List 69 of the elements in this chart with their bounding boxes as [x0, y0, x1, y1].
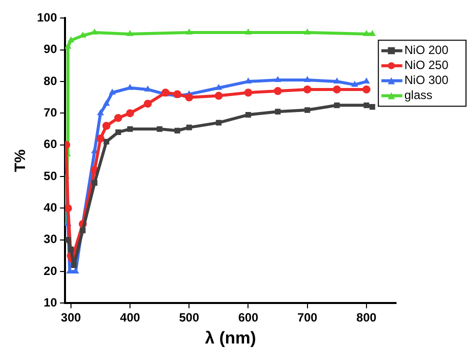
- point: [68, 246, 74, 252]
- point: [127, 126, 133, 132]
- point: [71, 262, 77, 268]
- x-tick-label: 700: [297, 310, 318, 325]
- point: [96, 134, 104, 143]
- point: [274, 87, 282, 96]
- legend-label: NiO 200: [404, 43, 449, 58]
- point: [304, 28, 311, 34]
- point: [362, 85, 370, 94]
- x-tick-label: 500: [179, 310, 200, 325]
- point: [334, 102, 340, 108]
- point: [332, 85, 341, 94]
- point: [186, 28, 193, 34]
- point: [186, 124, 192, 130]
- point: [370, 104, 376, 110]
- point: [364, 102, 370, 108]
- x-tick-label: 800: [356, 310, 377, 325]
- point: [126, 109, 134, 118]
- x-axis-title: λ (nm): [205, 328, 256, 348]
- point: [65, 204, 72, 212]
- point: [115, 129, 122, 136]
- point: [351, 80, 358, 87]
- y-tick-label: 50: [44, 168, 58, 183]
- point: [126, 30, 134, 36]
- y-tick-label: 90: [44, 42, 58, 56]
- point: [144, 100, 152, 108]
- point: [185, 93, 194, 102]
- point: [97, 109, 104, 116]
- x-tick-label: 400: [120, 310, 140, 325]
- point: [65, 237, 71, 243]
- y-tick-label: 20: [44, 264, 58, 278]
- point: [80, 228, 86, 234]
- point: [274, 108, 281, 114]
- point: [102, 100, 110, 106]
- point: [114, 114, 122, 122]
- point: [156, 126, 162, 132]
- y-tick-label: 40: [44, 200, 58, 215]
- y-tick-label: 60: [44, 137, 58, 152]
- x-tick-label: 600: [238, 310, 259, 325]
- point: [304, 76, 311, 82]
- y-tick-label: 80: [44, 74, 58, 88]
- point: [174, 128, 180, 134]
- y-tick-label: 70: [44, 106, 58, 120]
- legend-label: NiO 250: [404, 58, 449, 72]
- point: [245, 112, 252, 118]
- legend-label: NiO 300: [404, 73, 449, 88]
- x-tick-label: 300: [60, 310, 82, 325]
- y-tick-label: 30: [44, 232, 58, 246]
- point: [65, 42, 72, 49]
- point: [216, 120, 222, 126]
- point: [92, 180, 98, 186]
- point: [303, 85, 312, 94]
- point: [244, 28, 252, 34]
- point: [333, 78, 340, 84]
- point: [362, 30, 370, 36]
- legend-label: glass: [404, 88, 432, 102]
- point: [274, 76, 282, 82]
- point: [304, 107, 310, 113]
- point: [244, 88, 252, 97]
- point: [214, 92, 223, 100]
- y-axis-title: T%: [12, 149, 30, 172]
- point: [67, 36, 74, 42]
- y-tick-label: 10: [44, 296, 58, 310]
- y-tick-label: 100: [36, 10, 58, 25]
- point: [108, 88, 116, 95]
- point: [104, 138, 110, 145]
- point: [215, 84, 222, 90]
- point: [102, 122, 110, 130]
- point: [368, 30, 376, 36]
